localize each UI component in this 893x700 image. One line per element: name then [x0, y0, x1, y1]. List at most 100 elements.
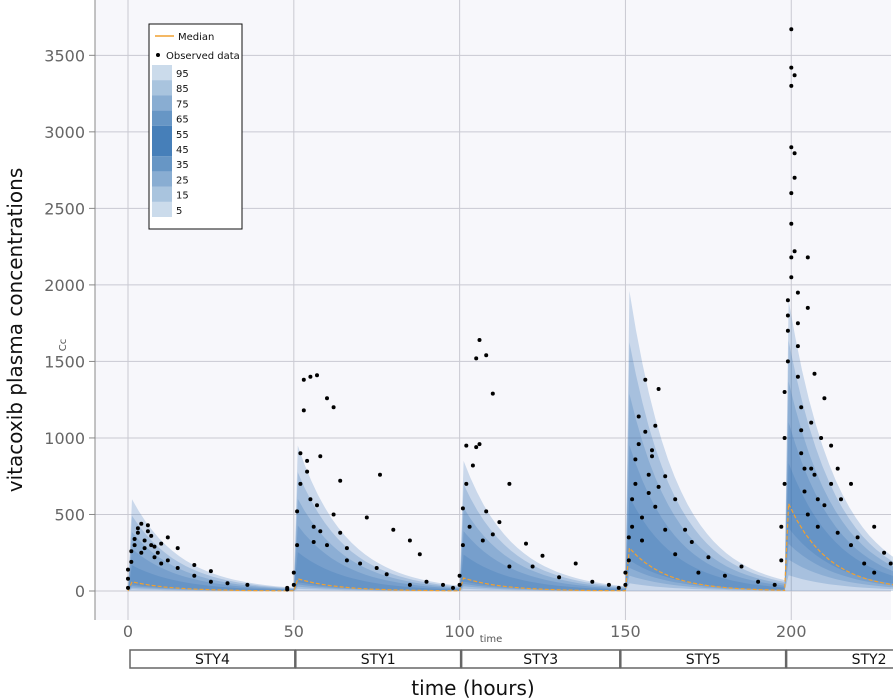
observed-point — [490, 532, 495, 537]
observed-point — [301, 408, 306, 413]
y-tick-label: 2000 — [44, 276, 85, 295]
legend-median-label: Median — [178, 32, 214, 43]
observed-point — [142, 538, 147, 543]
observed-point — [315, 503, 319, 508]
study-label: STY1 — [361, 652, 396, 668]
observed-point — [805, 255, 810, 260]
observed-point — [782, 436, 787, 440]
observed-point — [132, 537, 137, 541]
observed-point — [417, 552, 422, 557]
percentile-band-75-25 — [128, 381, 893, 591]
observed-point — [149, 543, 154, 548]
legend-points-swatch — [156, 53, 160, 57]
percentile-band-area — [293, 472, 460, 591]
observed-point — [656, 484, 661, 489]
study-segment — [620, 649, 787, 669]
study-label: STY3 — [523, 652, 558, 668]
y-tick-label: 0 — [75, 582, 85, 601]
observed-point — [291, 582, 296, 587]
observed-point — [325, 396, 329, 401]
study-bar: STY4STY1STY3STY5STY2STY6 — [129, 649, 893, 669]
observed-point — [391, 527, 396, 532]
observed-point — [145, 523, 150, 528]
observed-point — [656, 387, 661, 391]
observed-point — [132, 543, 137, 548]
observed-point — [849, 543, 853, 548]
observed-point — [809, 466, 814, 471]
observed-point — [819, 436, 824, 440]
observed-point — [626, 535, 631, 540]
legend-band-swatch — [152, 186, 172, 202]
observed-point — [636, 414, 641, 419]
observed-point — [835, 530, 840, 535]
observed-point — [318, 529, 323, 534]
observed-points — [126, 27, 893, 592]
legend-band-list: 95 85 75 65 55 45 35 25 15 5 — [152, 65, 189, 217]
observed-point — [135, 526, 140, 531]
observed-point — [795, 374, 800, 379]
observed-point — [616, 585, 621, 590]
median-path — [127, 501, 893, 592]
legend-band-label: 55 — [176, 130, 189, 141]
observed-point — [706, 555, 711, 560]
percentile-band-area — [784, 300, 893, 591]
observed-point — [805, 305, 810, 310]
y-tick-label: 3500 — [44, 46, 85, 65]
observed-point — [756, 579, 761, 584]
observed-point — [295, 543, 300, 548]
study-segment — [129, 649, 296, 669]
observed-point — [646, 472, 651, 477]
percentile-band-55-45 — [128, 463, 893, 591]
legend-band-label: 75 — [176, 99, 189, 110]
observed-point — [630, 524, 635, 529]
observed-point — [815, 524, 820, 529]
x-axis-sublabel: time — [480, 634, 503, 645]
percentile-band-area — [128, 565, 294, 591]
observed-point — [378, 472, 382, 477]
observed-point — [673, 497, 678, 502]
observed-point — [557, 575, 562, 580]
percentile-band-95-5 — [128, 291, 893, 591]
observed-point — [470, 463, 475, 468]
observed-point — [331, 405, 336, 410]
observed-point — [772, 582, 777, 587]
x-tick-label: 100 — [444, 622, 475, 641]
y-tick-label: 3000 — [44, 123, 85, 142]
observed-point — [305, 458, 310, 463]
observed-point — [338, 478, 343, 483]
observed-point — [643, 429, 648, 434]
observed-point — [298, 451, 303, 456]
observed-point — [862, 561, 867, 566]
legend-band-label: 25 — [176, 175, 189, 186]
observed-point — [364, 515, 369, 520]
observed-point — [829, 443, 834, 448]
legend-band-swatch — [152, 110, 172, 126]
observed-point — [325, 543, 329, 548]
x-axis-title: time (hours) — [411, 676, 534, 700]
observed-point — [457, 582, 462, 587]
observed-point — [344, 558, 349, 563]
observed-point — [696, 570, 701, 575]
observed-point — [507, 564, 512, 569]
observed-point — [374, 566, 379, 570]
observed-point — [460, 543, 465, 548]
percentile-band-area — [784, 381, 893, 591]
observed-point — [792, 175, 797, 180]
observed-point — [129, 549, 134, 554]
observed-point — [497, 520, 502, 525]
observed-point — [126, 585, 130, 590]
y-tick-label: 500 — [54, 505, 85, 524]
observed-point — [318, 454, 323, 459]
percentile-band-area — [784, 422, 893, 591]
median-line — [127, 501, 893, 592]
observed-point — [799, 428, 804, 433]
observed-point — [646, 491, 651, 495]
observed-point — [663, 527, 668, 532]
legend-band-label: 15 — [176, 191, 189, 202]
observed-point — [785, 313, 790, 318]
observed-point — [457, 573, 462, 578]
observed-point — [152, 555, 157, 560]
observed-point — [344, 546, 349, 551]
observed-point — [424, 579, 429, 584]
percentile-band-area — [625, 445, 785, 591]
